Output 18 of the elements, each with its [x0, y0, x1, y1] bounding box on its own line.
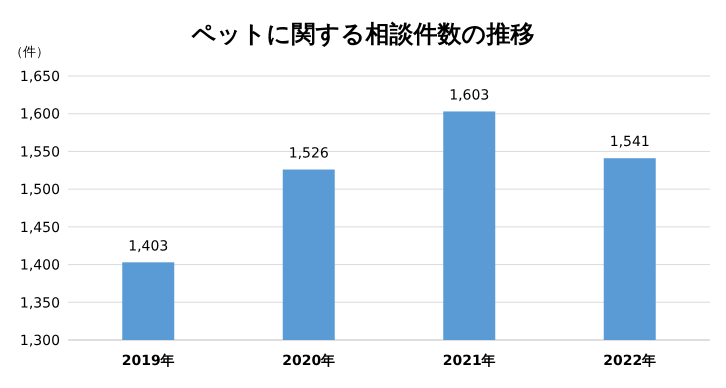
y-tick-label: 1,550 [20, 144, 60, 160]
y-tick-label: 1,350 [20, 295, 60, 312]
data-label: 1,526 [288, 146, 329, 162]
data-label: 1,403 [128, 238, 168, 254]
y-tick-label: 1,400 [20, 258, 60, 274]
data-label: 1,541 [610, 134, 650, 150]
y-tick-label: 1,650 [20, 69, 60, 85]
y-tick-label: 1,300 [20, 333, 60, 349]
y-tick-label: 1,450 [20, 220, 60, 236]
y-axis-title: （件） [10, 45, 49, 60]
x-tick-label: 2021年 [442, 353, 496, 369]
y-tick-label: 1,600 [20, 106, 60, 123]
y-tick-label: 1,500 [20, 182, 60, 198]
x-tick-label: 2020年 [282, 353, 336, 369]
x-tick-label: 2022年 [603, 353, 656, 369]
x-tick-label: 2019年 [122, 353, 175, 369]
chart-title: ペットに関する相談件数の推移 [190, 20, 534, 48]
data-label: 1,603 [449, 87, 490, 104]
